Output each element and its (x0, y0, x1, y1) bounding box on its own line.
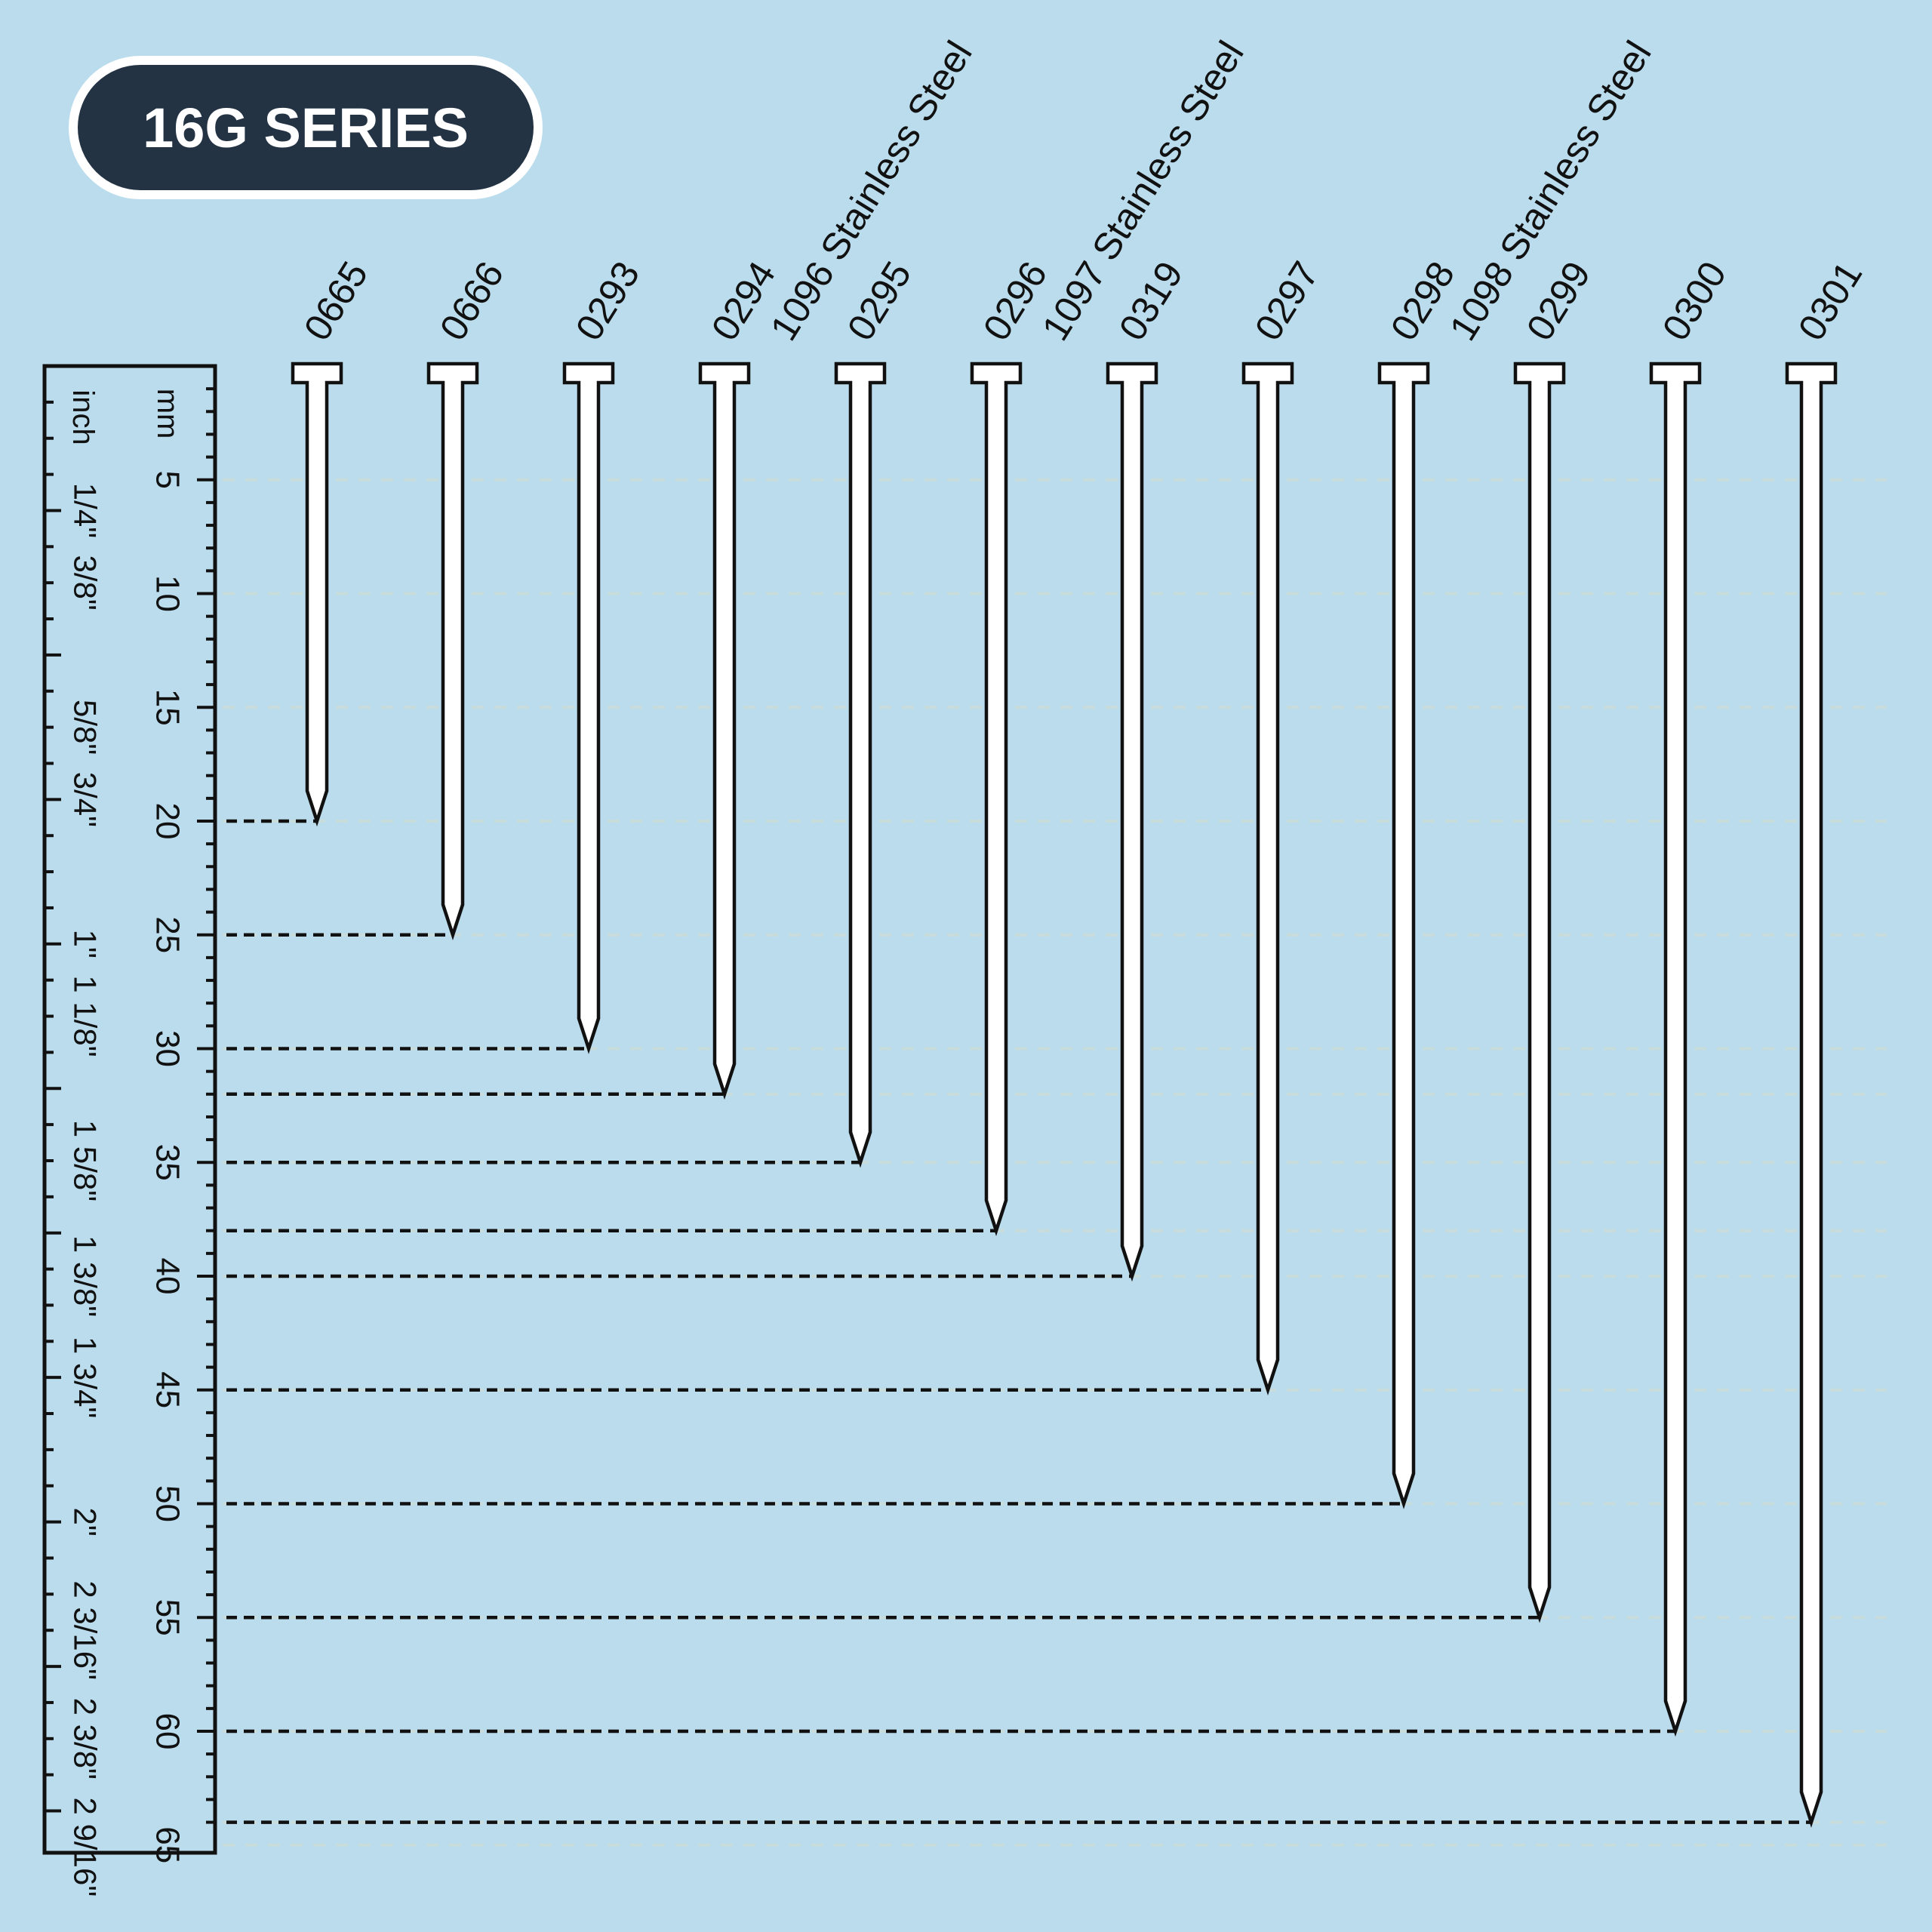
nail-shape (1649, 361, 1702, 1737)
nail-shape (291, 361, 343, 827)
nail-shape (970, 361, 1023, 1236)
nail-code-label: 0319 (1111, 254, 1191, 348)
nail-code-label: 0300 (1654, 254, 1734, 348)
ruler-label-inch: 2" (68, 1507, 103, 1536)
ruler-label-inch: 1/4" (68, 483, 103, 538)
ruler-label-inch: 2 9/16" (68, 1798, 103, 1897)
nail-code-label: 0665 (296, 254, 376, 348)
nail-code-label: 0296 (975, 254, 1055, 348)
nail-shape (1377, 361, 1430, 1509)
ruler-frame (42, 364, 217, 1855)
ruler-label-inch: 2 3/16" (68, 1580, 103, 1680)
ruler-label-mm: 50 (149, 1485, 186, 1522)
nail-code-label: 0295 (839, 254, 919, 348)
ruler: mm inch 5 10 15 20 25 30 35 40 45 50 55 60 65 1/4" 3/8… (42, 364, 217, 1897)
ruler-label-mm: 10 (149, 575, 186, 612)
ruler-label-inch: 2 3/8" (68, 1698, 103, 1780)
ruler-label-mm: 30 (149, 1030, 186, 1067)
nail-code-label: 0298 (1383, 254, 1463, 348)
nail-shape (1241, 361, 1294, 1396)
nail-code-label: 0299 (1518, 254, 1598, 348)
nail-code-label: 0294 (703, 254, 783, 348)
ruler-unit-mm: mm (151, 389, 184, 439)
ruler-label-inch: 1 5/8" (68, 1120, 103, 1201)
ruler-label-mm: 5 (149, 471, 186, 489)
ruler-label-mm: 15 (149, 689, 186, 726)
nail-shape (426, 361, 479, 941)
ruler-label-mm: 20 (149, 803, 186, 840)
nail-code-label: 0297 (1247, 254, 1327, 348)
ruler-label-mm: 35 (149, 1144, 186, 1181)
ruler-label-mm: 40 (149, 1258, 186, 1295)
nail-shape (1106, 361, 1158, 1282)
ruler-label-mm: 65 (149, 1826, 186, 1863)
nail-code-label: 0301 (1790, 254, 1870, 348)
ruler-label-mm: 25 (149, 916, 186, 953)
ruler-label-mm: 45 (149, 1371, 186, 1408)
ruler-label-mm: 55 (149, 1599, 186, 1636)
length-leader-lines (226, 819, 1811, 1824)
nails (291, 361, 1838, 1828)
ruler-label-inch: 1 1/8" (68, 975, 103, 1057)
nail-shape (1785, 361, 1838, 1828)
nail-shape (698, 361, 751, 1100)
ruler-label-inch: 3/4" (68, 772, 103, 827)
nail-shape (562, 361, 615, 1054)
ruler-label-mm: 60 (149, 1713, 186, 1750)
ruler-unit-inch: inch (66, 389, 100, 445)
ruler-label-inch: 3/8" (68, 555, 103, 611)
gridlines (223, 478, 1887, 1847)
nail-code-label: 0293 (568, 254, 648, 348)
ruler-label-inch: 1 3/8" (68, 1235, 103, 1317)
ruler-label-inch: 5/8" (68, 700, 103, 755)
nail-shape (834, 361, 887, 1168)
nail-shape (1513, 361, 1566, 1623)
ruler-label-inch: 1 3/4" (68, 1337, 103, 1418)
nail-code-label: 0666 (432, 254, 512, 348)
ruler-label-inch: 1" (68, 930, 103, 958)
